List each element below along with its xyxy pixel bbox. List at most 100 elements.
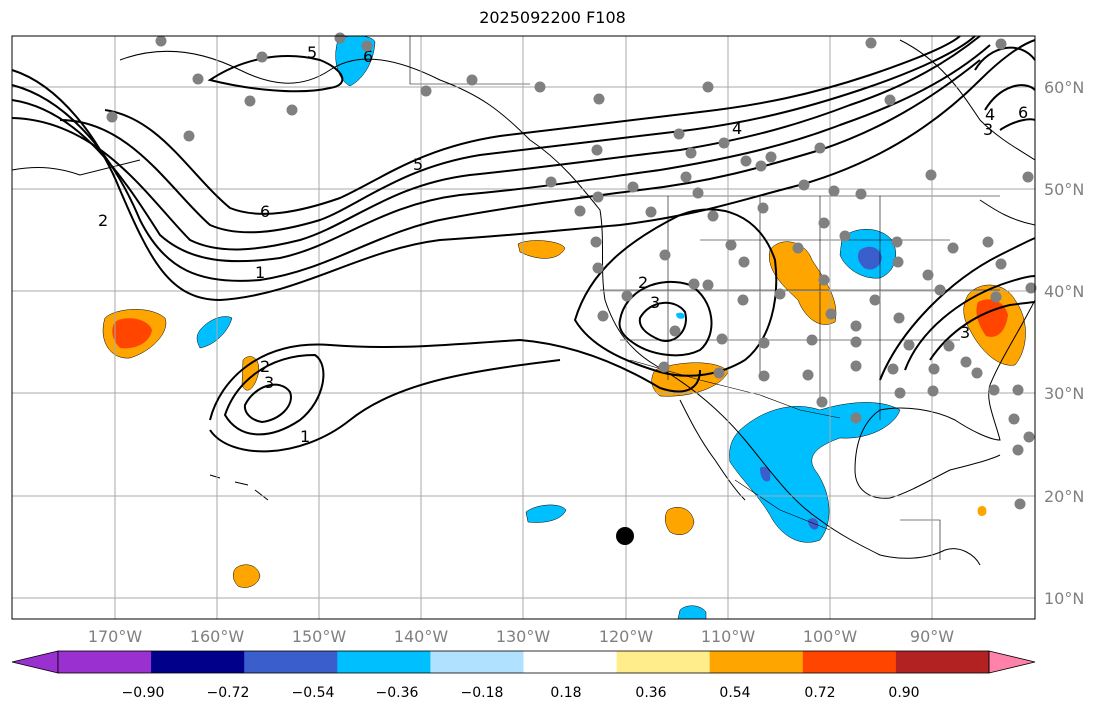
colorbar-tick-label: 0.54 — [719, 685, 750, 701]
lat-label: 10°N — [1044, 589, 1084, 608]
station-marker — [334, 32, 346, 44]
colorbar-tick-label: 0.90 — [888, 685, 919, 701]
colorbar-tick-label: −0.36 — [376, 685, 419, 701]
borders — [409, 36, 1000, 560]
station-marker — [894, 387, 906, 399]
station-marker — [466, 74, 478, 86]
station-marker — [673, 128, 685, 140]
station-marker — [685, 147, 697, 159]
station-marker — [707, 210, 719, 222]
colorbar-segment — [430, 651, 524, 673]
lon-label: 160°W — [190, 627, 245, 646]
contour-label: 6 — [363, 47, 373, 66]
station-marker — [814, 142, 826, 154]
station-marker — [718, 137, 730, 149]
station-marker — [934, 284, 946, 296]
contour-label: 4 — [732, 119, 742, 138]
colorbar-tick-label: −0.90 — [122, 685, 165, 701]
colorbar-segment — [151, 651, 245, 673]
colorbar-tick-label: −0.72 — [207, 685, 250, 701]
station-marker — [737, 294, 749, 306]
station-marker — [755, 160, 767, 172]
cool-anomaly-regions — [196, 35, 901, 620]
station-marker — [792, 242, 804, 254]
station-marker — [903, 339, 915, 351]
colorbar — [11, 650, 1036, 674]
station-marker — [850, 336, 862, 348]
colorbar-extend-low — [11, 650, 59, 674]
station-marker — [995, 38, 1007, 50]
station-marker — [658, 361, 670, 373]
colorbar-outline — [57, 650, 990, 674]
colorbar-tick-label: −0.18 — [461, 685, 504, 701]
station-marker — [850, 360, 862, 372]
lon-label: 90°W — [910, 627, 954, 646]
station-marker — [865, 37, 877, 49]
colorbar-segment — [58, 651, 152, 673]
colorbar-tick-label: 0.18 — [550, 685, 581, 701]
station-marker — [990, 291, 1002, 303]
station-marker — [702, 279, 714, 291]
lon-label: 150°W — [292, 627, 347, 646]
station-markers — [106, 32, 1037, 510]
station-marker — [155, 35, 167, 47]
station-marker — [806, 334, 818, 346]
contour-label: 3 — [650, 293, 660, 312]
station-marker — [828, 185, 840, 197]
station-marker — [545, 176, 557, 188]
lat-label: 30°N — [1044, 384, 1084, 403]
station-marker — [758, 370, 770, 382]
station-marker — [1008, 413, 1020, 425]
colorbar-extend-high — [988, 650, 1036, 674]
contour-label: 1 — [300, 427, 310, 446]
station-marker — [757, 202, 769, 214]
station-marker — [884, 94, 896, 106]
colorbar-segment — [709, 651, 804, 673]
station-marker — [855, 188, 867, 200]
station-marker — [818, 217, 830, 229]
station-marker — [738, 256, 750, 268]
station-marker — [927, 385, 939, 397]
contour-label: 2 — [638, 273, 648, 292]
station-marker — [1014, 498, 1026, 510]
station-marker — [971, 367, 983, 379]
station-marker — [692, 187, 704, 199]
station-marker — [850, 412, 862, 424]
colorbar-tick-label: 0.72 — [804, 685, 835, 701]
station-marker — [928, 363, 940, 375]
station-marker — [802, 369, 814, 381]
station-marker — [645, 206, 657, 218]
station-marker — [286, 104, 298, 116]
colorbar-segment — [616, 651, 711, 673]
station-marker — [995, 258, 1007, 270]
lon-label: 170°W — [88, 627, 143, 646]
lon-label: 140°W — [394, 627, 449, 646]
station-marker — [816, 396, 828, 408]
contour-label: 6 — [1018, 103, 1028, 122]
station-marker — [534, 81, 546, 93]
station-marker — [1012, 384, 1024, 396]
station-marker — [869, 294, 881, 306]
station-marker — [758, 337, 770, 349]
station-marker — [688, 278, 700, 290]
contour-label: 3 — [960, 323, 970, 342]
colorbar-tick-label: −0.54 — [292, 685, 335, 701]
station-marker — [659, 249, 671, 261]
station-marker — [361, 40, 373, 52]
station-marker — [1025, 282, 1037, 294]
lat-label: 20°N — [1044, 487, 1084, 506]
station-marker — [982, 236, 994, 248]
station-marker — [825, 308, 837, 320]
colorbar-tick-labels: −0.90 −0.72 −0.54 −0.36 −0.18 0.18 0.36 … — [122, 685, 920, 701]
station-marker — [774, 288, 786, 300]
contour-label: 2 — [98, 211, 108, 230]
station-marker — [597, 310, 609, 322]
contour-label: 4 — [985, 105, 995, 124]
contour-label: 5 — [413, 155, 423, 174]
graticule — [12, 36, 1035, 619]
contour-lines — [11, 35, 1036, 453]
station-marker — [106, 111, 118, 123]
lon-label: 130°W — [496, 627, 551, 646]
station-marker — [839, 230, 851, 242]
